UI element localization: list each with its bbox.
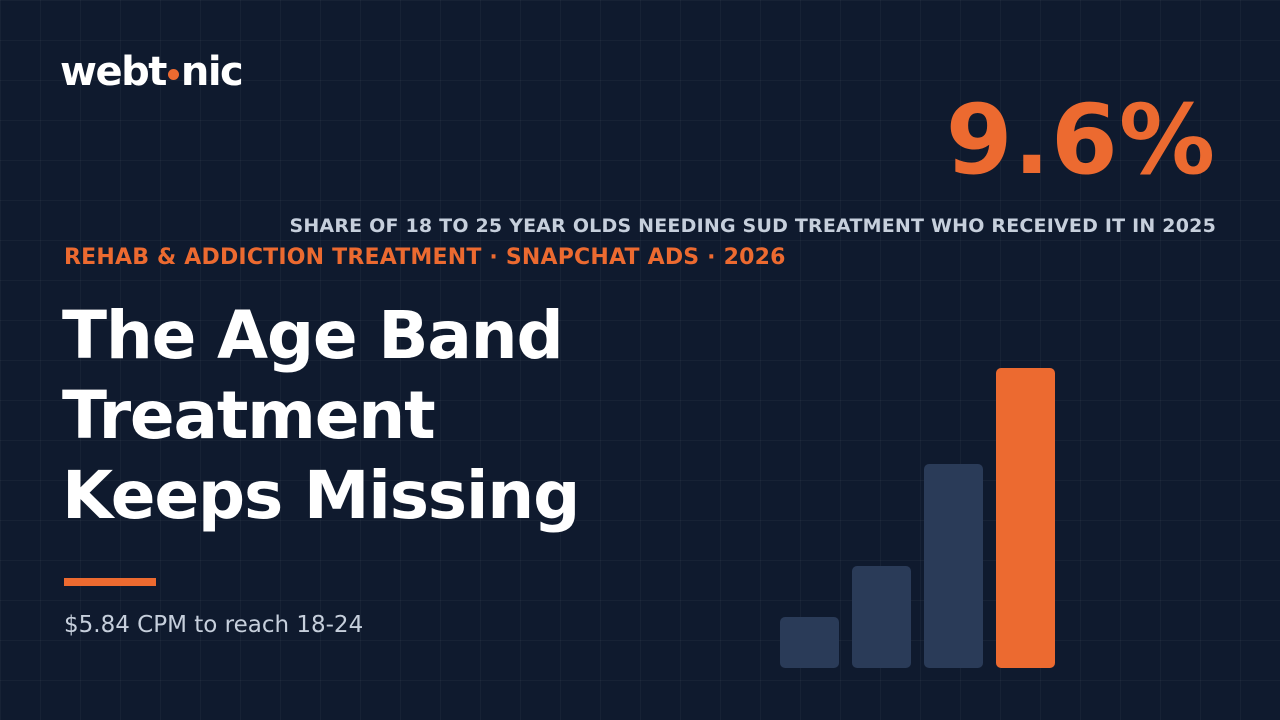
webtonic-logo: webt nic xyxy=(60,48,244,96)
title-line: The Age Band xyxy=(62,297,564,374)
bar xyxy=(780,617,839,668)
bar-graphic xyxy=(780,368,1056,668)
bar xyxy=(996,368,1055,668)
headline-stat: 9.6% xyxy=(945,84,1216,196)
cpm-subtext: $5.84 CPM to reach 18-24 xyxy=(64,612,364,638)
title-line: Treatment xyxy=(62,377,436,454)
category-eyebrow: REHAB & ADDICTION TREATMENT · SNAPCHAT A… xyxy=(64,245,786,270)
bar xyxy=(924,464,983,668)
title-line: Keeps Missing xyxy=(62,457,580,534)
logo-dot-icon xyxy=(167,68,179,80)
page-title: The Age Band Treatment Keeps Missing xyxy=(62,296,580,536)
bar xyxy=(852,566,911,668)
logo-text-left: webt xyxy=(60,49,167,95)
accent-divider xyxy=(64,578,156,586)
stat-caption: SHARE OF 18 TO 25 YEAR OLDS NEEDING SUD … xyxy=(289,215,1216,237)
logo-text-right: nic xyxy=(180,49,244,95)
